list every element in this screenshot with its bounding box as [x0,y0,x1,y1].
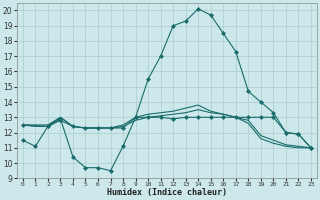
X-axis label: Humidex (Indice chaleur): Humidex (Indice chaleur) [107,188,227,197]
